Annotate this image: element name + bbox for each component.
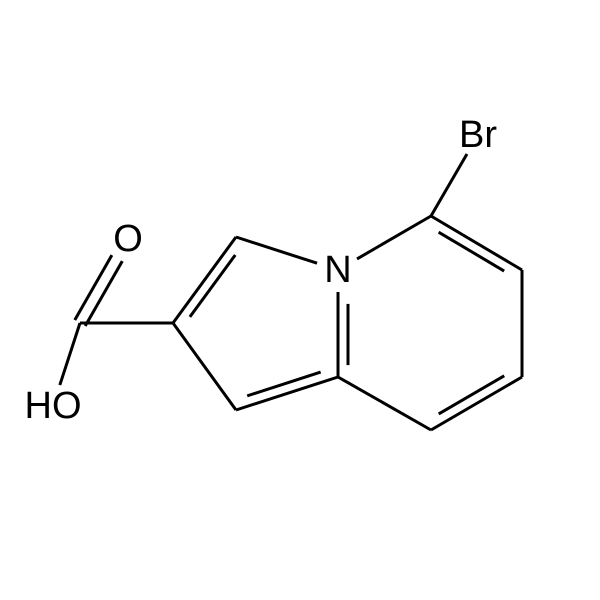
molecule-diagram: Br N O HO bbox=[0, 0, 600, 600]
atom-label-n4: N bbox=[324, 249, 351, 291]
bonds-layer bbox=[60, 154, 522, 430]
atom-label-br: Br bbox=[459, 114, 497, 156]
atom-label-ooh: HO bbox=[25, 385, 82, 427]
atom-labels-layer: Br N O HO bbox=[25, 114, 498, 427]
atom-label-od: O bbox=[113, 218, 143, 260]
